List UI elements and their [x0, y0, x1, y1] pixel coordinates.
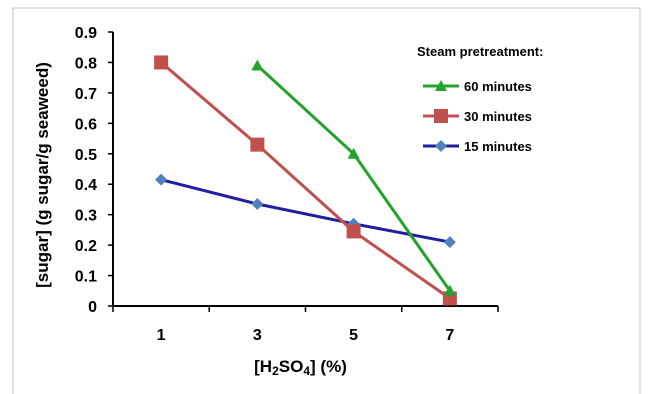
y-tick-label: 0.9 — [75, 25, 97, 42]
legend-marker-30-minutes — [434, 109, 448, 123]
y-tick-label: 0.2 — [75, 238, 97, 255]
series-30-minutes — [154, 55, 457, 306]
x-tick-label: 5 — [349, 327, 358, 344]
y-axis-title: [sugar] (g sugar/g seaweed) — [33, 62, 52, 288]
series-60-minutes — [251, 59, 456, 296]
y-tick-label: 0 — [88, 299, 97, 316]
series-line-30-minutes — [160, 61, 451, 300]
data-point-60-minutes — [347, 147, 360, 159]
x-axis-title-part: SO — [279, 357, 304, 376]
x-axis-title: [H2SO4] (%) — [254, 357, 347, 378]
x-tick-label: 1 — [157, 327, 166, 344]
data-point-60-minutes — [443, 284, 456, 296]
series-line-60-minutes — [256, 64, 452, 292]
x-axis-title-subscript: 4 — [303, 364, 310, 378]
series-line-15-minutes — [160, 178, 451, 244]
data-point-30-minutes — [154, 55, 169, 70]
legend-marker-60-minutes — [435, 80, 447, 91]
data-point-15-minutes — [155, 173, 168, 186]
axes: 0 0.1 0.2 0.3 0.4 0.5 0.6 0.7 0.8 0.9 1 3 5 7 — [12, 7, 641, 394]
data-point-30-minutes — [346, 224, 361, 239]
y-tick-label: 0.3 — [75, 208, 97, 225]
y-tick-label: 0.4 — [75, 177, 97, 194]
legend-marker-15-minutes — [435, 140, 447, 152]
series-layer — [154, 55, 457, 306]
legend-label-30-minutes: 30 minutes — [464, 109, 532, 124]
x-tick-label: 3 — [253, 327, 262, 344]
legend-label-60-minutes: 60 minutes — [464, 79, 532, 94]
data-point-15-minutes — [251, 198, 264, 211]
y-tick-label: 0.5 — [75, 147, 97, 164]
legend-label-15-minutes: 15 minutes — [464, 139, 532, 154]
y-tick-label: 0.8 — [75, 55, 97, 72]
x-axis-title-subscript: 2 — [272, 364, 279, 378]
x-axis-title-part: ] (%) — [310, 357, 347, 376]
data-point-15-minutes — [443, 236, 456, 249]
x-tick-label: 7 — [445, 327, 454, 344]
y-tick-label: 0.6 — [75, 116, 97, 133]
x-axis-title-part: [H — [254, 357, 272, 376]
legend: Steam pretreatment: 60 minutes 30 minutes 1… — [417, 44, 543, 154]
series-15-minutes — [155, 173, 456, 249]
data-point-30-minutes — [250, 137, 265, 152]
data-point-60-minutes — [251, 59, 264, 71]
legend-title: Steam pretreatment: — [417, 44, 543, 59]
y-tick-label: 0.1 — [75, 269, 97, 286]
y-tick-label: 0.7 — [75, 86, 97, 103]
